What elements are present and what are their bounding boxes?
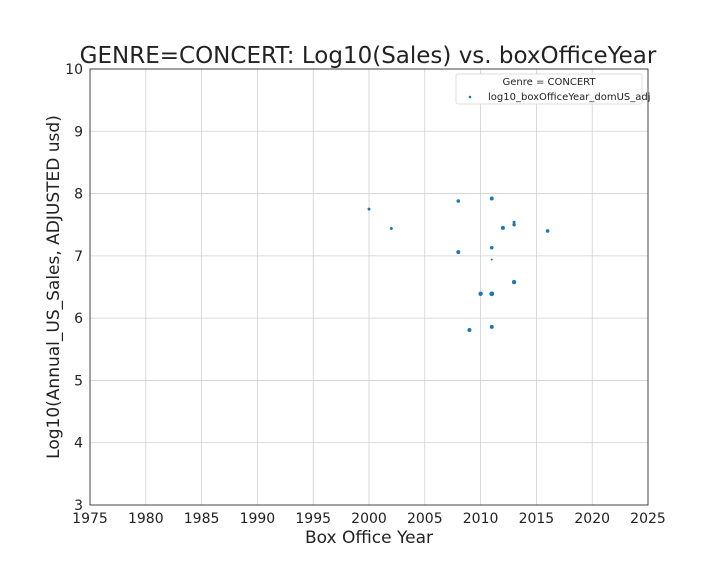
chart-title: GENRE=CONCERT: Log10(Sales) vs. boxOffic… [80,43,657,69]
x-axis-label: Box Office Year [305,528,433,548]
data-point [489,196,494,201]
data-point [367,207,371,211]
data-point [489,324,494,329]
y-tick-labels: 3 4 5 6 7 8 9 10 [65,62,83,514]
y-tick-label: 10 [65,62,83,78]
legend-box [455,73,643,105]
y-tick-label: 4 [74,436,83,452]
x-tick-labels: 1975 1980 1985 1990 1995 2000 2005 2010 2015 2020… [72,511,666,527]
data-point [489,245,494,250]
x-tick-label: 1975 [72,511,108,527]
x-tick-label: 2000 [351,511,387,527]
x-tick-label: 2020 [574,511,610,527]
data-point [467,327,472,332]
legend-entry: log10_boxOfficeYear_domUS_adj [488,92,651,103]
x-tick-label: 2025 [630,511,666,527]
y-tick-label: 7 [74,249,83,265]
x-tick-label: 1985 [184,511,220,527]
x-tick-label: 1995 [295,511,331,527]
y-tick-label: 8 [74,187,83,203]
y-tick-label: 6 [74,311,83,327]
plot-frame [89,68,649,506]
y-tick-label: 5 [74,373,83,389]
data-point [489,291,495,297]
x-tick-label: 2015 [519,511,555,527]
data-point [389,226,393,230]
data-point [512,220,516,224]
legend: Genre = CONCERT log10_boxOfficeYear_domU… [455,73,651,105]
legend-title: Genre = CONCERT [503,77,597,88]
x-tick-label: 1990 [240,511,276,527]
y-axis-label: Log10(Annual_US_Sales, ADJUSTED usd) [44,115,64,459]
data-point [545,229,550,233]
grid-lines [89,68,649,506]
x-tick-label: 1980 [128,511,164,527]
legend-marker [468,95,472,99]
y-tick-label: 3 [74,498,83,514]
data-point [456,250,461,255]
data-points [367,196,550,332]
data-point [456,199,461,203]
y-tick-label: 9 [74,124,83,140]
x-tick-label: 2005 [407,511,443,527]
data-point [490,258,493,261]
data-point [500,225,505,230]
data-point [512,223,516,227]
data-point [511,279,517,285]
x-tick-label: 2010 [463,511,499,527]
data-point [478,291,483,297]
